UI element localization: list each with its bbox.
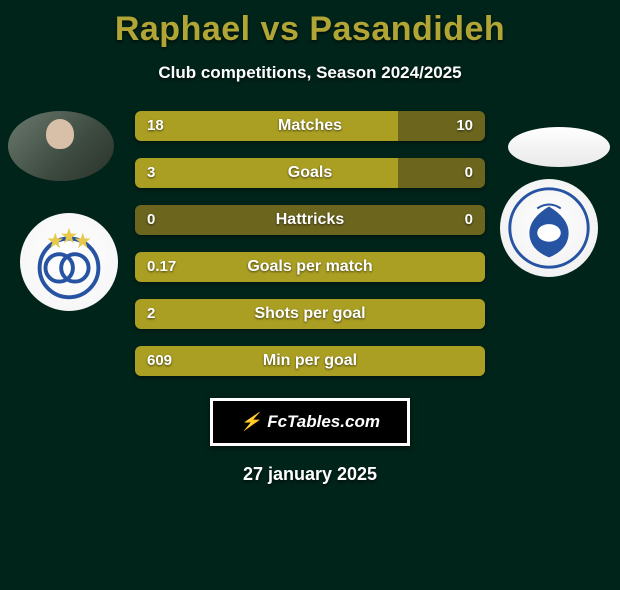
branding-text: FcTables.com	[267, 412, 380, 432]
page-subtitle: Club competitions, Season 2024/2025	[0, 63, 620, 83]
stat-row: 30Goals	[135, 158, 485, 188]
branding-icon: ⚡	[240, 412, 261, 432]
comparison-content: 1810Matches 30Goals 00Hattricks 0.17Goals p…	[0, 111, 620, 376]
stat-label: Min per goal	[135, 346, 485, 376]
stat-row: 609Min per goal	[135, 346, 485, 376]
page-title: Raphael vs Pasandideh	[0, 10, 620, 49]
stat-row: 2Shots per goal	[135, 299, 485, 329]
comparison-bars: 1810Matches 30Goals 00Hattricks 0.17Goals p…	[135, 111, 485, 376]
player-left-avatar	[8, 111, 114, 181]
stat-row: 1810Matches	[135, 111, 485, 141]
branding-badge: ⚡ FcTables.com	[210, 398, 410, 446]
stat-label: Goals per match	[135, 252, 485, 282]
stat-label: Shots per goal	[135, 299, 485, 329]
player-right-avatar	[508, 127, 610, 167]
stat-label: Hattricks	[135, 205, 485, 235]
stat-label: Matches	[135, 111, 485, 141]
date-label: 27 january 2025	[0, 464, 620, 485]
stat-row: 0.17Goals per match	[135, 252, 485, 282]
stat-label: Goals	[135, 158, 485, 188]
club-left-logo	[20, 213, 118, 311]
stat-row: 00Hattricks	[135, 205, 485, 235]
club-right-logo	[500, 179, 598, 277]
